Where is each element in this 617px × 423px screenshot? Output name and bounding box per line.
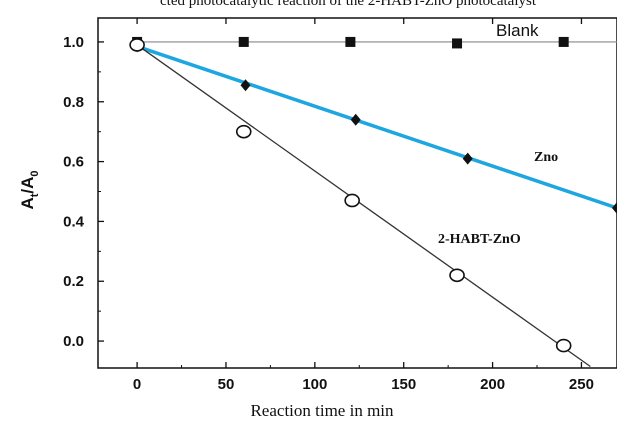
- series-label-zno: Zno: [534, 150, 558, 165]
- data-point-series-2: [449, 268, 465, 283]
- data-point-series-0: [558, 36, 569, 47]
- axis-ticks: 0 50 100 150 200 250 0.0 0.2 0.4 0.6 0.8 1.0: [63, 18, 594, 393]
- y-axis-title-mid: /A: [18, 177, 37, 194]
- header-fragment: cted photocatalytic reaction of the 2-HA…: [160, 0, 537, 9]
- x-tick-label: 250: [569, 376, 594, 393]
- y-tick-label: 0.0: [63, 333, 84, 350]
- y-axis-title-main: A: [18, 197, 37, 209]
- y-tick-label: 0.6: [63, 154, 84, 171]
- data-point-series-2: [235, 124, 252, 139]
- x-tick-label: 150: [391, 376, 416, 393]
- data-point-series-2: [555, 338, 572, 353]
- x-tick-label: 200: [480, 376, 505, 393]
- data-point-series-0: [345, 36, 356, 47]
- x-tick-label: 0: [133, 376, 141, 393]
- fit-line-2: [136, 44, 591, 368]
- y-tick-label: 0.8: [63, 94, 84, 111]
- data-point-series-1: [462, 152, 473, 165]
- fit-lines: [136, 41, 617, 368]
- data-point-series-0: [452, 38, 463, 49]
- fit-line-1: [136, 44, 617, 210]
- y-axis-title-sub2: 0: [29, 170, 41, 176]
- y-tick-label: 1.0: [63, 34, 84, 51]
- y-tick-label: 0.4: [63, 213, 85, 230]
- data-markers: [129, 36, 617, 353]
- data-point-series-0: [238, 36, 249, 47]
- data-point-series-1: [240, 79, 251, 92]
- y-axis-title: At/A0: [18, 170, 41, 209]
- y-tick-label: 0.2: [63, 273, 84, 290]
- x-tick-label: 50: [218, 376, 235, 393]
- data-point-series-1: [612, 201, 617, 214]
- x-axis-title: Reaction time in min: [250, 401, 394, 420]
- x-tick-label: 100: [302, 376, 327, 393]
- y-axis-title-sub1: t: [29, 193, 41, 197]
- series-label-blank: Blank: [496, 21, 539, 40]
- series-label-2habt-zno: 2-HABT-ZnO: [438, 232, 521, 247]
- plot-frame: [97, 17, 617, 369]
- data-point-series-1: [350, 113, 361, 126]
- data-point-series-2: [129, 38, 145, 52]
- data-point-series-2: [344, 193, 360, 208]
